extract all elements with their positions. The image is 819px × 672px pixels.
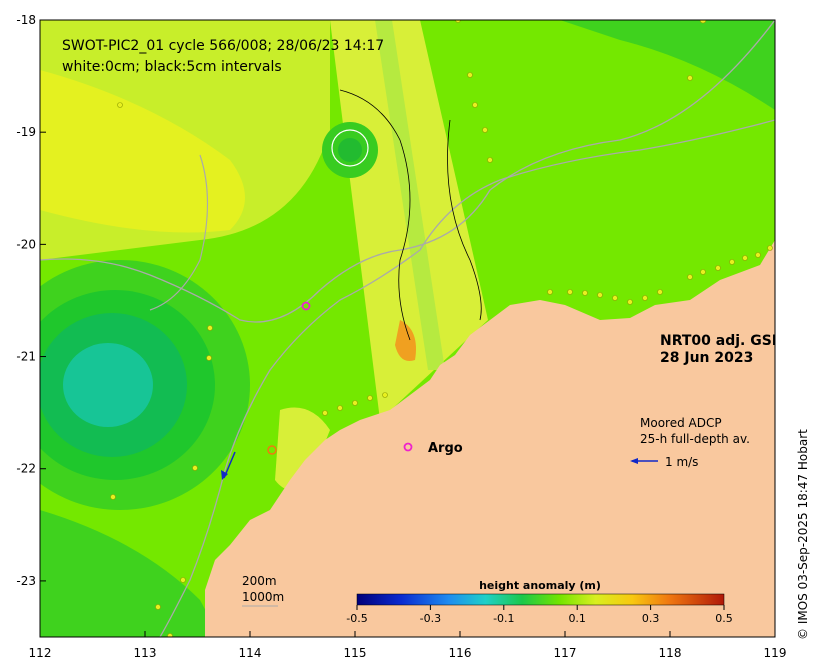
map-plot-area: SWOT-PIC2_01 cycle 566/008; 28/06/23 14:… xyxy=(40,20,792,637)
lat-tick-label: -23 xyxy=(16,574,36,588)
plot-frame xyxy=(39,19,776,638)
contour-black-2 xyxy=(447,119,482,321)
map-title-line1: SWOT-PIC2_01 cycle 566/008; 28/06/23 14:… xyxy=(62,38,384,54)
lon-tick-label: 114 xyxy=(239,646,262,660)
isobath-200m xyxy=(159,119,775,637)
colorbar-tick-label: 0.1 xyxy=(568,612,586,625)
colorbar-tick-label: 0.3 xyxy=(642,612,660,625)
lat-tick-label: -18 xyxy=(16,13,36,27)
marker-orange xyxy=(267,445,277,455)
contour-white xyxy=(331,129,369,167)
land-australia xyxy=(205,240,775,637)
colorbar-tick-label: 0.5 xyxy=(715,612,733,625)
isobath-plateau xyxy=(149,154,209,311)
ocean-sw xyxy=(40,510,220,637)
lat-axis: -18 -19 -20 -21 -22 -23 xyxy=(16,13,46,588)
adcp-label-line2: 25-h full-depth av. xyxy=(640,432,750,446)
colorbar-tick-label: -0.3 xyxy=(420,612,441,625)
yellow-patch-inner xyxy=(40,70,245,233)
isobath-200-label: 200m xyxy=(242,574,277,588)
lat-tick-label: -22 xyxy=(16,462,36,476)
argo-float-1 xyxy=(301,301,311,311)
lon-tick-label: 117 xyxy=(554,646,577,660)
lat-tick-label: -20 xyxy=(16,237,36,251)
isobath-1000m xyxy=(40,20,775,323)
colorbar-tick-label: -0.5 xyxy=(346,612,367,625)
ocean-band xyxy=(560,20,775,110)
lon-tick-label: 115 xyxy=(344,646,367,660)
colorbar-ticks: -0.5 -0.3 -0.1 0.1 0.3 0.5 xyxy=(346,605,733,625)
adcp-label-line1: Moored ADCP xyxy=(640,416,722,430)
isobath-1000-label: 1000m xyxy=(242,590,284,604)
credit-text: © IMOS 03-Sep-2025 18:47 Hobart xyxy=(796,429,810,640)
lon-tick-label: 118 xyxy=(659,646,682,660)
argo-label: Argo xyxy=(428,441,463,456)
lon-axis: 112 113 114 115 116 117 118 119 xyxy=(29,631,787,660)
lon-tick-label: 119 xyxy=(764,646,787,660)
mooring-dots xyxy=(110,20,773,637)
contour-black xyxy=(339,89,411,341)
lon-tick-label: 112 xyxy=(29,646,52,660)
coastal-yellow xyxy=(275,407,330,490)
argo-marker-legend xyxy=(403,442,413,452)
colorbar: height anomaly (m) -0.5 -0.3 -0.1 0.1 0.3 0.5 xyxy=(346,579,732,625)
lat-tick-label: -19 xyxy=(16,125,36,139)
lon-tick-label: 113 xyxy=(134,646,157,660)
colorbar-title: height anomaly (m) xyxy=(479,579,601,592)
colorbar-gradient xyxy=(356,593,725,606)
product-date: 28 Jun 2023 xyxy=(660,350,753,366)
map-title-line2: white:0cm; black:5cm intervals xyxy=(62,59,282,75)
product-label: NRT00 adj. GSLA xyxy=(660,333,792,349)
lon-tick-label: 116 xyxy=(449,646,472,660)
scale-arrow-label: 1 m/s xyxy=(665,455,698,469)
eddy-core xyxy=(63,343,153,427)
colorbar-tick-label: -0.1 xyxy=(493,612,514,625)
swath-warm-patch xyxy=(395,320,416,361)
lat-tick-label: -21 xyxy=(16,350,36,364)
